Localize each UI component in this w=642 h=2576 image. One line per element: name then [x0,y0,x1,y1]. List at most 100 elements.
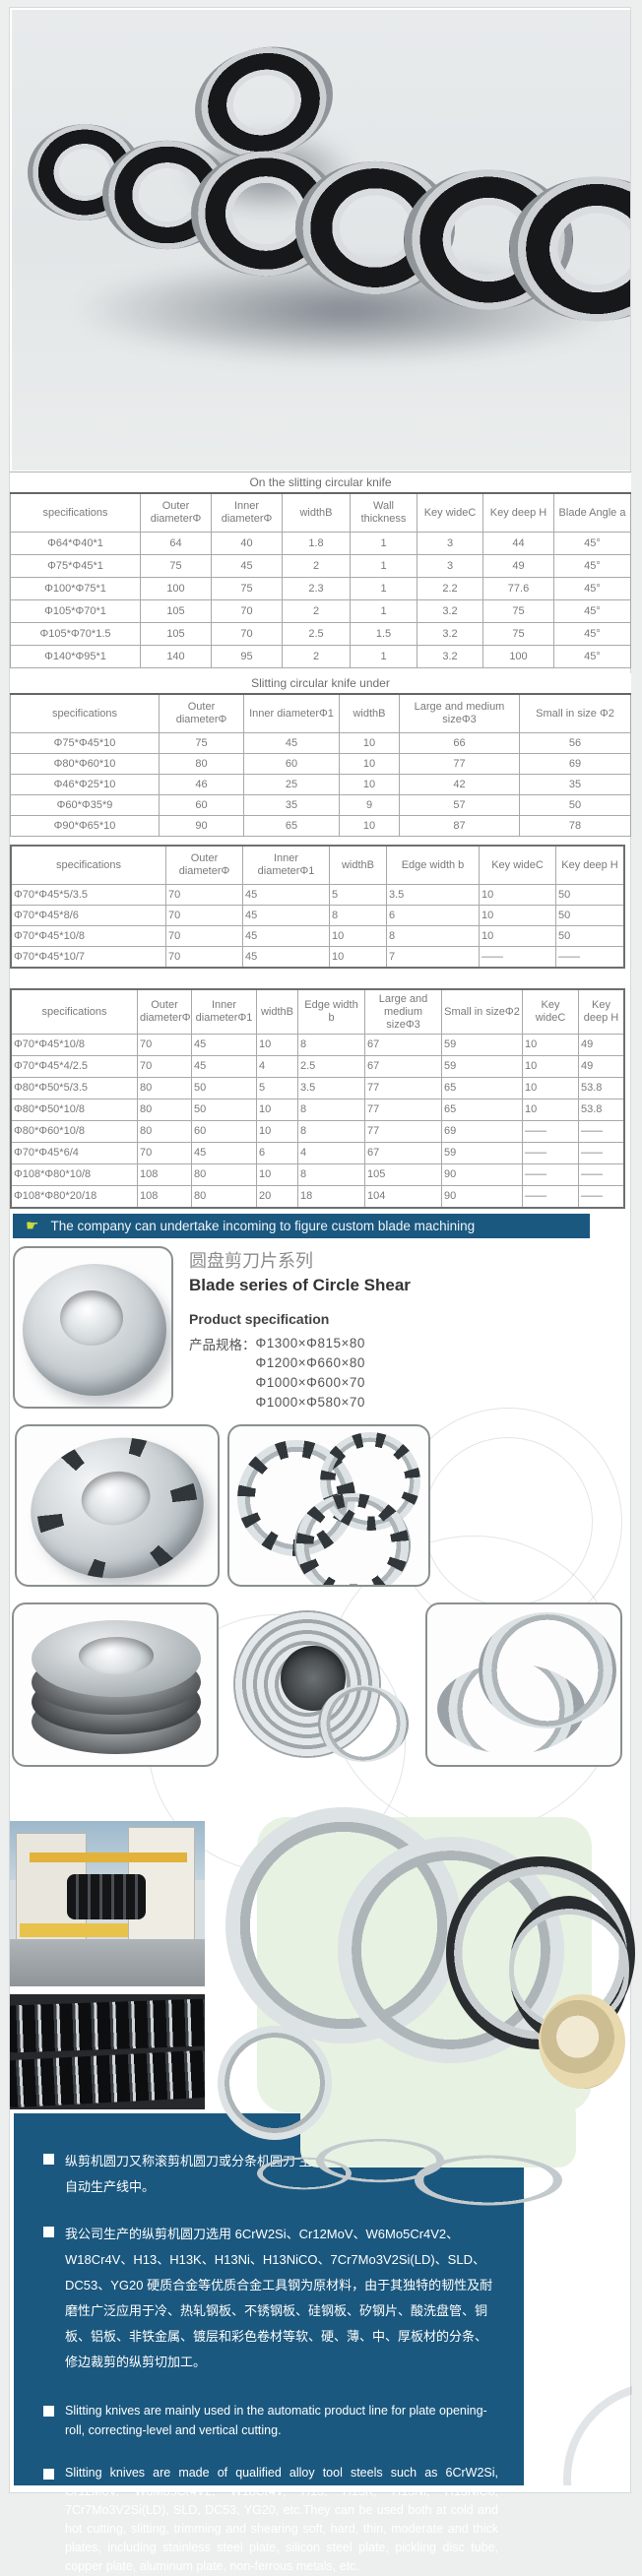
spec-line: Φ1000×Φ580×70 [255,1395,365,1410]
thin-ring-graphic [257,2157,352,2190]
column-header: Inner diameterΦ [211,492,283,533]
table-cell: 2 [282,599,351,623]
table-cell: 7 [386,946,480,969]
table-cell: 25 [243,774,340,795]
column-header: Key wideC [417,492,483,533]
table-cell: 18 [297,1185,365,1209]
square-bullet-icon [43,2154,54,2165]
corner-watermark [524,2343,632,2485]
column-header: Blade Angle a [553,492,631,533]
column-header: widthB [256,988,298,1035]
table-cell: 70 [137,1055,192,1078]
yellow-pipe [30,1853,187,1862]
column-header: Key deep H [482,492,554,533]
column-header: Small in size Φ2 [519,693,631,733]
table-cell: 10 [256,1099,298,1121]
table-cell: 50 [555,905,625,926]
table-cell: Φ80*Φ60*10/8 [10,1120,138,1143]
table-row: Φ70*Φ45*6/4 70 45 6 4 67 59 —— —— [10,1142,625,1164]
table-cell: 4 [297,1142,365,1164]
table-cell: 70 [137,1142,192,1164]
table-cell: 53.8 [578,1077,625,1100]
table-cell: 10 [339,815,400,837]
table-cell: 75 [140,554,212,578]
machine-base [10,1939,205,1986]
table-cell: 49 [482,554,554,578]
spec-line: Φ1200×Φ660×80 [255,1355,365,1370]
drilled-disc-graphic [21,1426,214,1585]
table-cell: 2 [282,554,351,578]
table-cell: 45° [553,532,631,555]
table-cell: 67 [364,1055,442,1078]
drilled-disc-photo [15,1424,220,1587]
table-cell: 45 [242,925,330,947]
table-cell: 90 [441,1163,523,1186]
table-cell: 67 [364,1034,442,1056]
table-cell: 77.6 [482,577,554,600]
table-cell: 80 [137,1120,192,1143]
table-cell: 108 [137,1185,192,1209]
table-cell: 100 [140,577,212,600]
table-cell: 4 [256,1055,298,1078]
table-cell: 8 [297,1034,365,1056]
table-row: Φ108*Φ80*20/18 108 80 20 18 104 90 —— —— [10,1185,625,1209]
table-cell: Φ70*Φ45*6/4 [10,1142,138,1164]
table-cell: 77 [364,1077,442,1100]
table-cell: 90 [159,815,244,837]
table-cell: 46 [159,774,244,795]
table-cell: 44 [482,532,554,555]
table-cell: —— [578,1120,625,1143]
table-row: Φ80*Φ60*10/8 80 60 10 8 77 69 —— —— [10,1120,625,1143]
table-cell: 45° [553,577,631,600]
table-cell: Φ46*Φ25*10 [10,774,160,795]
table-row: Φ90*Φ65*10 90 65 10 87 78 [10,815,631,837]
table-cell: 10 [522,1034,579,1056]
table-cell: 104 [364,1185,442,1209]
table-cell: 108 [137,1163,192,1186]
table-cell: 77 [364,1120,442,1143]
table-cell: 50 [555,884,625,906]
table-cell: 70 [211,599,283,623]
table-cell: 10 [339,774,400,795]
table-cell: 67 [364,1142,442,1164]
table-cell: 8 [297,1163,365,1186]
table-cell: Φ100*Φ75*1 [10,577,141,600]
table-cell: 6 [386,905,480,926]
table-cell: 45 [191,1142,257,1164]
table-cell: 65 [243,815,340,837]
table-cell: 10 [339,753,400,775]
edge-width-table-section: specifications Outer diameterΦ Inner diame… [10,845,625,969]
table-cell: 3.2 [417,645,483,668]
table-cell: Φ105*Φ70*1 [10,599,141,623]
table-cell: 10 [522,1099,579,1121]
table-cell: Φ70*Φ45*10/8 [10,1034,138,1056]
table-cell: 10 [329,925,387,947]
column-header: Small in sizeΦ2 [441,988,523,1035]
table-cell: —— [578,1163,625,1186]
bullet-text-en: Slitting knives are mainly used in the a… [65,2404,487,2437]
table-cell: 49 [578,1034,625,1056]
table-cell: 77 [364,1099,442,1121]
table-cell: 105 [364,1163,442,1186]
table-cell: 60 [243,753,340,775]
column-header: specifications [10,693,160,733]
table-cell: 80 [137,1099,192,1121]
footer-bullet: 我公司生产的纵剪机圆刀选用 6CrW2Si、Cr12MoV、W6Mo5Cr4V2… [43,2222,498,2375]
table-cell: 69 [519,753,631,775]
table-cell: 105 [140,599,212,623]
table-cell: 1 [350,577,417,600]
table-cell: Φ75*Φ45*10 [10,732,160,754]
table-cell: —— [522,1163,579,1186]
table-cell: 45 [242,884,330,906]
tape-roll-graphic [539,1994,625,2089]
table-cell: 10 [256,1120,298,1143]
table-cell: 64 [140,532,212,555]
upper-knife-table-section: On the slitting circular knife specifica… [10,471,631,668]
table-cell: 2.5 [297,1055,365,1078]
thin-ring-graphic [415,2155,562,2206]
table-cell: 45° [553,622,631,646]
table-cell: 10 [479,905,556,926]
blade-rings-composition-photo [218,1801,635,2206]
table-cell: 75 [159,732,244,754]
table-cell: 20 [256,1185,298,1209]
